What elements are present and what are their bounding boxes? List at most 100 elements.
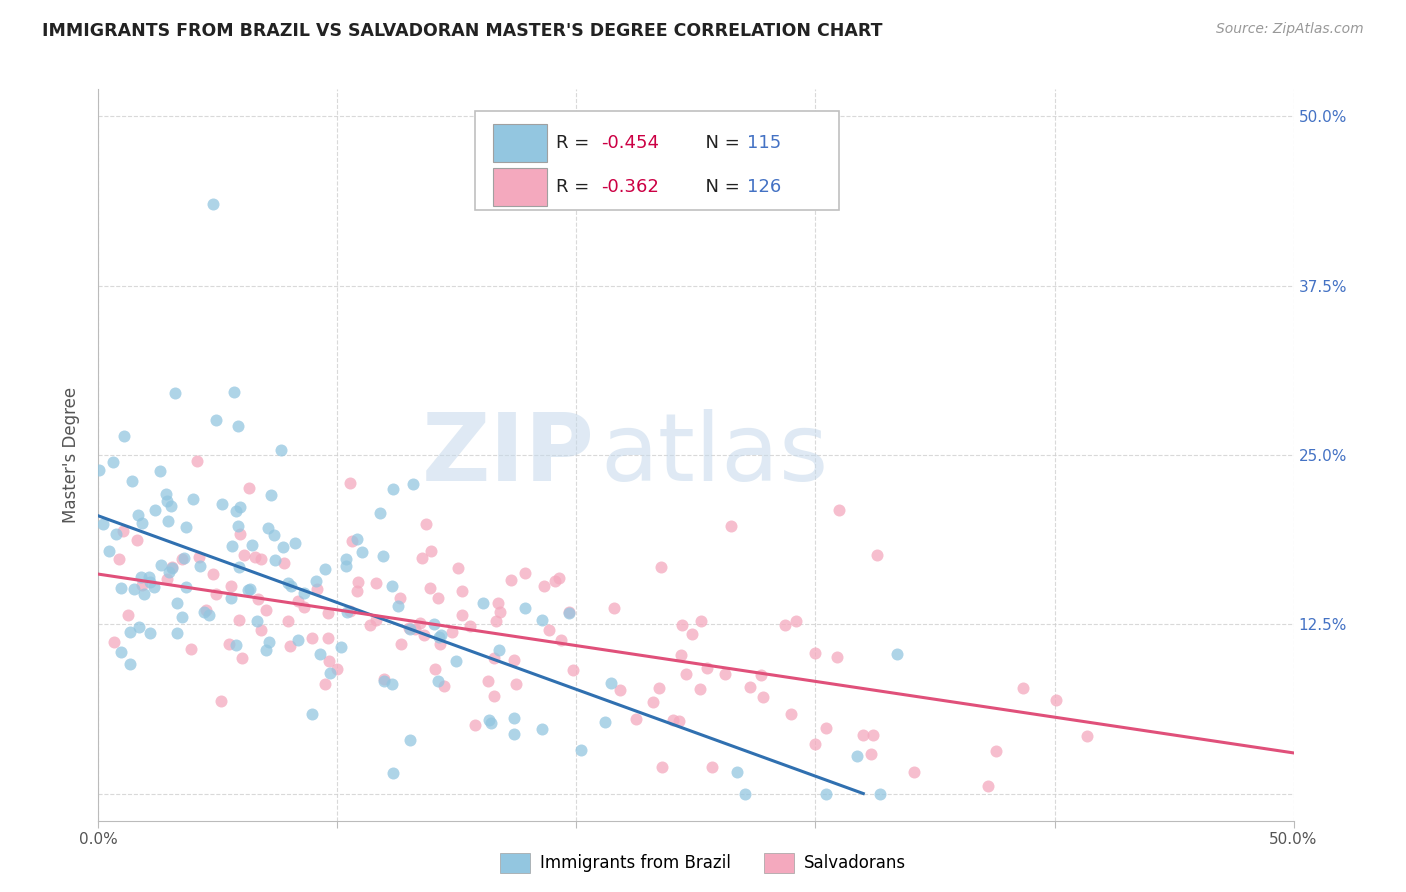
Point (260, 487, 283, 501)
Point (236, 582, 259, 597)
Point (132, 587, 155, 601)
Point (319, 665, 342, 680)
Point (277, 614, 299, 628)
Point (977, 779, 1000, 793)
Point (515, 566, 537, 581)
Point (382, 766, 405, 780)
FancyBboxPatch shape (494, 169, 547, 206)
Point (359, 617, 381, 632)
Text: IMMIGRANTS FROM BRAZIL VS SALVADORAN MASTER'S DEGREE CORRELATION CHART: IMMIGRANTS FROM BRAZIL VS SALVADORAN MAS… (42, 22, 883, 40)
Point (249, 623, 271, 637)
Point (287, 633, 309, 648)
Point (143, 580, 166, 594)
Point (503, 653, 526, 667)
Point (149, 558, 172, 572)
Point (402, 476, 425, 491)
Point (229, 500, 252, 514)
Point (314, 677, 336, 691)
Point (292, 586, 315, 600)
Point (725, 765, 748, 780)
Point (176, 520, 198, 534)
Point (373, 674, 395, 689)
Point (1076, 729, 1098, 743)
Point (814, 722, 837, 736)
Point (734, 787, 756, 801)
Point (557, 605, 579, 619)
Point (225, 504, 247, 518)
Point (219, 591, 242, 605)
Point (222, 385, 245, 400)
Point (277, 576, 299, 591)
Point (804, 646, 827, 660)
Point (278, 639, 301, 653)
Point (231, 651, 253, 665)
Text: atlas: atlas (600, 409, 828, 501)
Point (226, 418, 249, 433)
Point (1045, 693, 1067, 707)
Point (318, 654, 340, 668)
Point (426, 673, 449, 688)
Point (681, 627, 703, 641)
Point (865, 548, 887, 562)
Point (593, 714, 616, 729)
Point (423, 662, 446, 676)
Point (104, 526, 127, 541)
Point (284, 536, 307, 550)
Point (1011, 681, 1033, 695)
Point (451, 583, 474, 598)
Point (307, 582, 329, 596)
Point (752, 690, 775, 705)
Point (513, 600, 536, 615)
Point (187, 549, 209, 564)
Point (131, 516, 153, 530)
Point (103, 635, 125, 649)
Point (651, 760, 673, 774)
Point (308, 647, 330, 661)
Point (129, 569, 152, 583)
Point (336, 606, 359, 620)
Point (441, 625, 464, 640)
Point (486, 597, 509, 611)
Point (350, 544, 373, 558)
Text: N =: N = (693, 135, 745, 153)
Point (242, 538, 264, 552)
Point (420, 544, 443, 558)
Point (346, 583, 368, 598)
Point (398, 621, 420, 635)
Point (700, 760, 723, 774)
Point (371, 549, 394, 563)
Point (270, 443, 292, 458)
Text: R =: R = (557, 178, 595, 196)
Point (860, 747, 883, 761)
Point (166, 596, 188, 610)
Point (398, 622, 420, 636)
Point (675, 667, 697, 681)
Point (243, 549, 266, 564)
Point (280, 579, 302, 593)
Point (156, 494, 179, 508)
Point (485, 614, 508, 628)
Point (197, 607, 219, 622)
Point (671, 617, 693, 632)
Point (389, 591, 412, 606)
Point (775, 618, 797, 632)
FancyBboxPatch shape (494, 124, 547, 162)
Point (254, 603, 277, 617)
Point (389, 636, 412, 650)
Point (221, 539, 243, 553)
Point (415, 516, 437, 531)
Point (174, 580, 197, 594)
Point (387, 599, 409, 613)
Point (609, 683, 631, 698)
Point (131, 578, 153, 592)
FancyBboxPatch shape (475, 112, 839, 210)
Point (433, 679, 456, 693)
Point (202, 197, 225, 211)
Point (91, 517, 114, 532)
Point (368, 507, 391, 521)
Point (450, 607, 472, 622)
Point (205, 412, 228, 426)
Point (661, 713, 683, 727)
Point (669, 648, 692, 662)
Point (264, 553, 287, 567)
